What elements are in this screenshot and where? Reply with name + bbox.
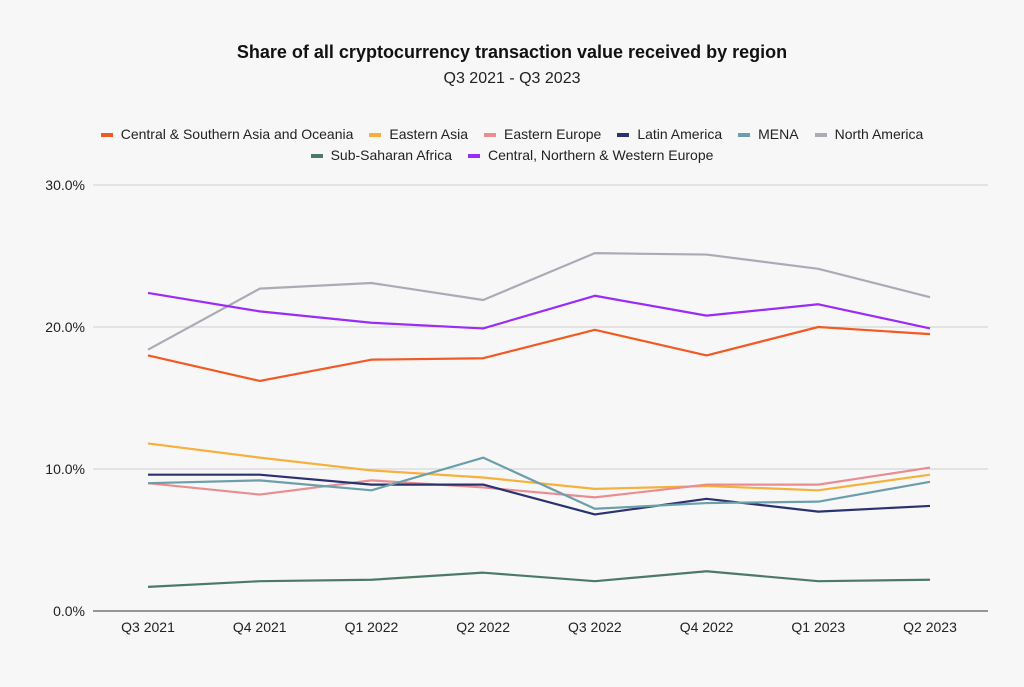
y-tick-label: 20.0% xyxy=(45,319,85,335)
legend-item: MENA xyxy=(738,124,799,145)
legend-item: Central & Southern Asia and Oceania xyxy=(100,124,354,145)
legend-swatch xyxy=(814,133,827,138)
series-line-north-america xyxy=(147,252,931,351)
legend-swatch xyxy=(617,133,630,138)
series-line-central-northern-western-europe xyxy=(147,291,931,330)
legend-swatch xyxy=(369,133,382,138)
legend-swatch xyxy=(484,133,497,138)
series-line-central-southern-asia-and-oceania xyxy=(147,325,931,383)
x-tick-label: Q3 2021 xyxy=(121,619,175,635)
series-line-eastern-europe xyxy=(147,466,931,499)
legend-label: Central & Southern Asia and Oceania xyxy=(120,126,354,142)
legend-swatch xyxy=(100,133,113,138)
legend-label: Latin America xyxy=(637,126,723,142)
x-tick-label: Q4 2022 xyxy=(680,619,734,635)
y-tick-label: 10.0% xyxy=(45,461,85,477)
legend-label: North America xyxy=(834,126,924,142)
legend-label: Eastern Asia xyxy=(389,126,469,142)
legend-swatch xyxy=(738,133,751,138)
y-tick-label: 0.0% xyxy=(53,603,85,619)
x-tick-label: Q4 2021 xyxy=(233,619,287,635)
legend-label: Central, Northern & Western Europe xyxy=(488,147,714,163)
chart-subtitle: Q3 2021 - Q3 2023 xyxy=(443,70,581,87)
x-tick-label: Q1 2022 xyxy=(345,619,399,635)
x-tick-label: Q1 2023 xyxy=(791,619,845,635)
legend-item: North America xyxy=(814,124,924,145)
legend-item: Eastern Asia xyxy=(369,124,468,145)
x-tick-label: Q2 2022 xyxy=(456,619,510,635)
legend-item: Latin America xyxy=(617,124,722,145)
legend-item: Eastern Europe xyxy=(484,124,601,145)
y-tick-label: 30.0% xyxy=(45,177,85,193)
series-line-latin-america xyxy=(148,473,931,516)
chart-title: Share of all cryptocurrency transaction … xyxy=(236,42,788,62)
series-line-mena xyxy=(147,456,931,510)
legend-item: Central, Northern & Western Europe xyxy=(468,145,713,166)
series-line-sub-saharan-africa xyxy=(147,570,931,588)
legend-label: Eastern Europe xyxy=(504,126,602,142)
legend-swatch xyxy=(310,154,323,159)
x-tick-label: Q2 2023 xyxy=(903,619,957,635)
legend-swatch xyxy=(468,154,480,159)
legend-label: MENA xyxy=(758,126,799,142)
x-tick-label: Q3 2022 xyxy=(568,619,622,635)
legend: Central & Southern Asia and Oceania Easte… xyxy=(60,124,964,166)
legend-item: Sub-Saharan Africa xyxy=(310,145,452,166)
legend-label: Sub-Saharan Africa xyxy=(330,147,452,163)
